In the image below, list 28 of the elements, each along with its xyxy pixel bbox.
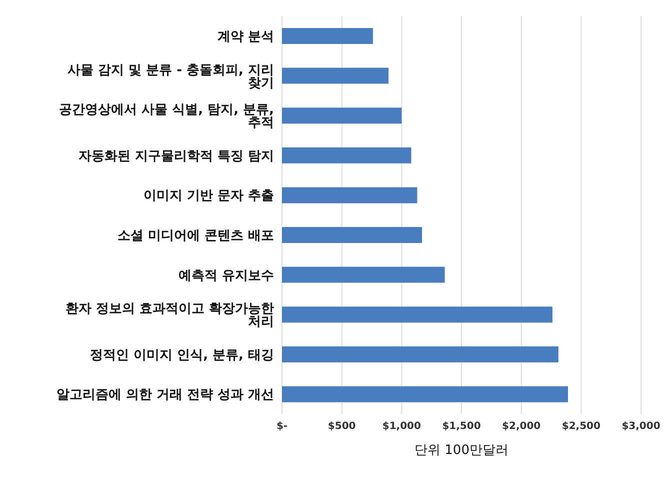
x-axis-title: 단위 100만달러: [414, 443, 508, 458]
bar: [282, 386, 568, 402]
x-tick-label: $2,000: [502, 421, 541, 432]
bar: [282, 346, 558, 362]
bar: [282, 306, 552, 323]
bar: [282, 266, 445, 283]
bar: [282, 28, 373, 44]
bar: [282, 68, 389, 84]
y-tick-label: 환자 정보의 효과적이고 확장가능한 처리: [65, 302, 274, 330]
x-tick-label: $-: [276, 421, 288, 432]
x-tick-label: $1,500: [442, 421, 481, 432]
y-tick-label: 소셜 미디어에 콘텐츠 배포: [117, 228, 274, 244]
y-tick-label: 알고리즘에 의한 거래 전략 성과 개선: [56, 388, 274, 403]
x-tick-label: $500: [328, 421, 356, 432]
y-tick-label: 계약 분석: [217, 30, 274, 45]
x-tick-label: $1,000: [382, 421, 421, 432]
bar: [282, 108, 402, 124]
x-tick-label: $3,000: [622, 421, 660, 432]
y-tick-label: 이미지 기반 문자 추출: [143, 188, 274, 204]
bar: [282, 147, 412, 164]
y-tick-label: 자동화된 지구물리학적 특징 탐지: [78, 148, 274, 164]
y-tick-label: 사물 감지 및 분류 - 충돌회피, 지리 찾기: [68, 62, 274, 91]
bar: [282, 187, 418, 204]
y-tick-label: 공간영상에서 사물 식별, 탐지, 분류, 추적: [59, 102, 274, 131]
y-tick-label: 정적인 이미지 인식, 분류, 태깅: [90, 348, 274, 363]
x-tick-label: $2,500: [562, 421, 600, 432]
bar: [282, 227, 422, 243]
y-tick-label: 예측적 유지보수: [178, 268, 274, 284]
